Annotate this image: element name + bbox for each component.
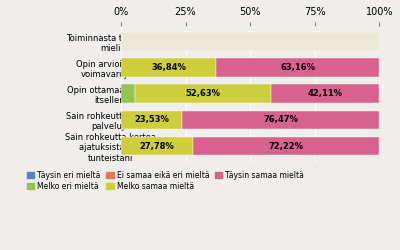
Bar bbox=[121, 84, 134, 103]
Text: 76,47%: 76,47% bbox=[263, 116, 298, 124]
Text: 42,11%: 42,11% bbox=[307, 89, 342, 98]
Bar bbox=[182, 110, 379, 129]
Bar bbox=[216, 58, 379, 77]
Bar bbox=[121, 137, 193, 156]
Text: 63,16%: 63,16% bbox=[280, 63, 315, 72]
Text: 52,63%: 52,63% bbox=[185, 89, 220, 98]
Bar bbox=[121, 58, 216, 77]
Bar bbox=[270, 84, 379, 103]
Text: 23,53%: 23,53% bbox=[134, 116, 169, 124]
Bar bbox=[121, 110, 182, 129]
Bar bbox=[193, 137, 379, 156]
Text: 72,22%: 72,22% bbox=[268, 142, 304, 150]
Text: 36,84%: 36,84% bbox=[151, 63, 186, 72]
Legend: Täysin eri mieltä, Melko eri mieltä, Ei samaa eikä eri mieltä, Melko samaa mielt: Täysin eri mieltä, Melko eri mieltä, Ei … bbox=[26, 171, 304, 191]
Bar bbox=[121, 32, 379, 51]
Bar bbox=[134, 84, 270, 103]
Text: 27,78%: 27,78% bbox=[140, 142, 174, 150]
